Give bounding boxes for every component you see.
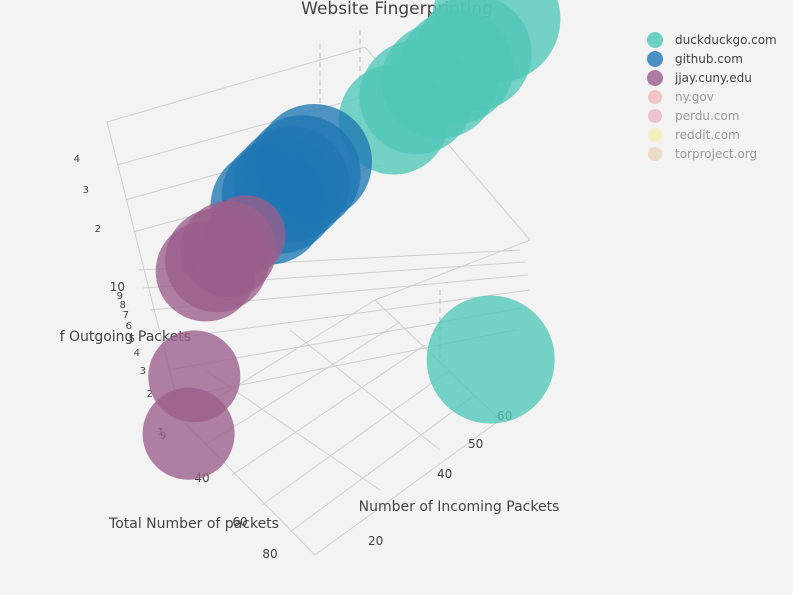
z-tick: 5 (129, 334, 135, 345)
data-marker-jjay-cuny-edu[interactable] (142, 387, 235, 480)
legend-marker (647, 32, 663, 48)
y-tick: 60 (232, 515, 247, 529)
legend-label: perdu.com (675, 109, 739, 123)
z-tick: 6 (126, 321, 132, 332)
x-tick: 20 (368, 534, 383, 548)
z-axis-title: Number of Outgoing Packets (0, 329, 191, 345)
z-tick: 8 (120, 300, 126, 311)
z-tick: 3 (83, 185, 89, 196)
x-axis-ticks: 20 40 50 60 (368, 409, 512, 548)
z-tick: 2 (147, 389, 153, 400)
legend-item[interactable]: github.com (647, 51, 743, 67)
z-tick: 3 (140, 366, 146, 377)
x-tick: 50 (468, 437, 483, 451)
legend-label: torproject.org (675, 147, 757, 161)
legend-label: jjay.cuny.edu (674, 71, 752, 85)
legend-label: ny.gov (675, 90, 714, 104)
legend-item[interactable]: duckduckgo.com (647, 32, 777, 48)
y-axis-title: Total Number of packets (108, 516, 279, 532)
z-axis-title-clip: Number of Outgoing Packets (0, 329, 191, 345)
legend[interactable]: duckduckgo.com github.com jjay.cuny.edu ny.… (647, 32, 777, 161)
legend-label: duckduckgo.com (675, 33, 777, 47)
z-tick: 7 (123, 310, 129, 321)
y-tick: 80 (262, 547, 277, 561)
legend-marker (648, 128, 662, 142)
z-axis-ticks-upper: 4 3 2 (74, 154, 101, 235)
legend-label: reddit.com (675, 128, 740, 142)
z-tick: 2 (95, 224, 101, 235)
legend-marker (648, 90, 662, 104)
z-tick: 4 (134, 348, 140, 359)
x-tick: 40 (437, 467, 452, 481)
legend-marker (648, 147, 662, 161)
data-markers (142, 0, 561, 480)
legend-item[interactable]: perdu.com (648, 109, 739, 123)
legend-marker (647, 70, 663, 86)
data-marker-jjay-cuny-edu[interactable] (155, 221, 256, 322)
x-axis-title: Number of Incoming Packets (359, 499, 560, 515)
z-tick: 9 (117, 291, 123, 302)
legend-item[interactable]: reddit.com (648, 128, 740, 142)
legend-label: github.com (675, 52, 743, 66)
legend-item[interactable]: ny.gov (648, 90, 714, 104)
z-tick: 4 (74, 154, 80, 165)
data-marker-duckduckgo-com[interactable] (426, 295, 555, 424)
legend-marker (647, 51, 663, 67)
z-tick: 10 (110, 280, 125, 294)
legend-marker (648, 109, 662, 123)
legend-item[interactable]: jjay.cuny.edu (647, 70, 752, 86)
legend-item[interactable]: torproject.org (648, 147, 757, 161)
data-marker-jjay-cuny-edu[interactable] (180, 259, 197, 276)
